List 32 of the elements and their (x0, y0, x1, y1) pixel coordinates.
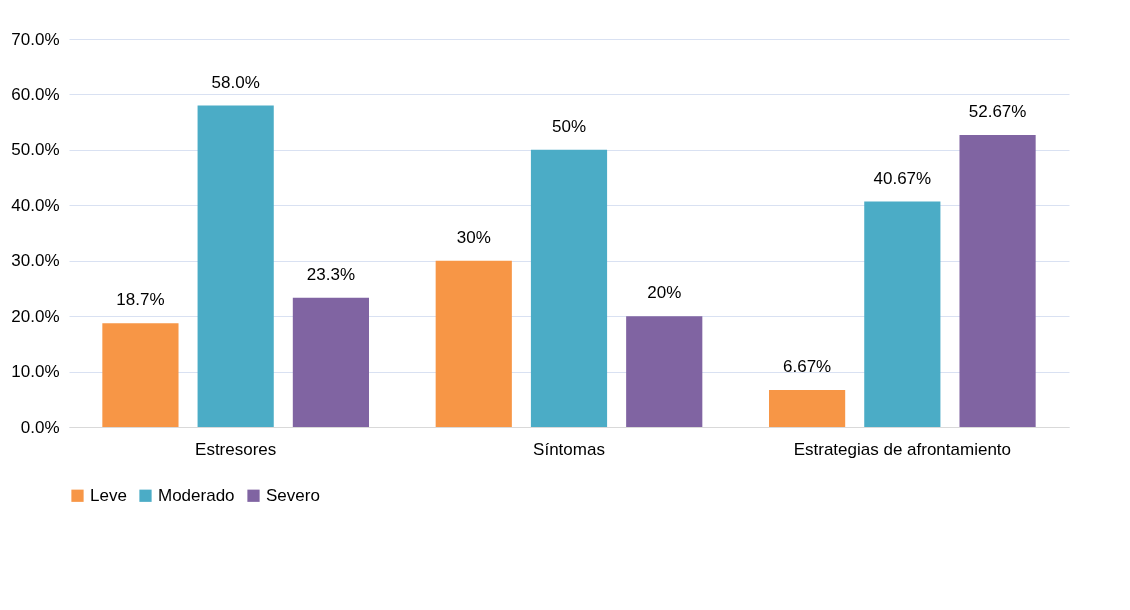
y-tick-label: 70.0% (11, 29, 60, 49)
data-label: 18.7% (116, 290, 165, 310)
data-label: 52.67% (968, 102, 1027, 122)
x-tick-label: Síntomas (533, 439, 605, 459)
bar (530, 149, 608, 427)
data-label: 58.0% (211, 72, 260, 92)
bar (959, 135, 1036, 427)
bar (435, 260, 512, 427)
y-tick-label: 40.0% (11, 195, 60, 215)
data-label: 40.67% (873, 168, 932, 188)
data-label: 6.67% (782, 357, 832, 377)
x-tick-label: Estresores (195, 439, 277, 459)
legend-label: Severo (266, 485, 320, 505)
data-label: 23.3% (306, 264, 356, 284)
data-label: 20% (647, 283, 682, 303)
legend-label: Moderado (158, 485, 235, 505)
bar (292, 297, 369, 427)
bar (626, 316, 703, 427)
y-tick-label: 50.0% (11, 140, 60, 160)
bar (769, 390, 846, 427)
y-tick-label: 10.0% (11, 362, 60, 382)
y-tick-label: 60.0% (11, 84, 60, 104)
x-tick-label: Estrategias de afrontamiento (793, 439, 1012, 459)
bar (102, 323, 179, 427)
bar (864, 201, 941, 427)
data-label: 50% (551, 116, 587, 136)
data-label: 30% (456, 227, 491, 247)
y-tick-label: 30.0% (11, 251, 60, 271)
legend-label: Leve (90, 485, 127, 505)
y-tick-label: 20.0% (11, 306, 60, 326)
y-tick-label: 0.0% (20, 417, 60, 437)
bar (197, 105, 274, 427)
